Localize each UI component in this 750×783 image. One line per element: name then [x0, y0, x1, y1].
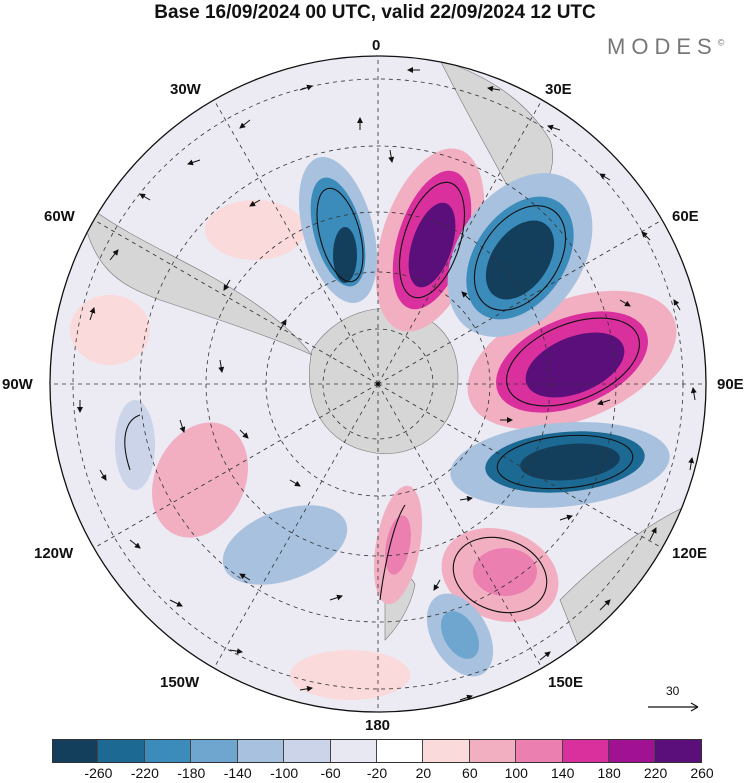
colorbar-tick-label: 140: [551, 765, 575, 781]
colorbar-tick-label: -180: [177, 765, 206, 781]
anomaly-positive: [408, 202, 456, 288]
colorbar-tick-label: 180: [597, 765, 621, 781]
colorbar-swatch: [98, 739, 145, 763]
anomaly-negative: [441, 611, 479, 659]
meridians: [50, 56, 706, 712]
lon-label-60e: 60E: [672, 208, 699, 225]
colorbar-tick-label: -60: [320, 765, 341, 781]
colorbar-swatch: [376, 739, 424, 763]
lon-label-90w: 90W: [2, 376, 33, 393]
colorbar-swatch: [237, 739, 285, 763]
colorbar-tick-label: 260: [690, 765, 714, 781]
map-boundary: [49, 55, 707, 713]
wind-vectors: [77, 67, 697, 701]
copyright-mark: ©: [717, 37, 725, 48]
south-pole-marker: [376, 382, 380, 386]
colorbar-tick-label: -140: [223, 765, 252, 781]
colorbar-swatch: [191, 739, 238, 763]
brand-text: MODES: [607, 34, 718, 59]
south-america-land: [79, 199, 313, 356]
antarctica-land: [309, 308, 459, 455]
colorbar-swatch: [144, 739, 192, 763]
lon-label-90e: 90E: [717, 376, 744, 393]
colorbar-swatch: [284, 739, 331, 763]
anomaly-negative: [485, 220, 555, 300]
anomaly-positive: [290, 650, 410, 700]
colorbar-swatch: [655, 739, 702, 763]
lon-label-30e: 30E: [545, 81, 572, 98]
chart-title: Base 16/09/2024 00 UTC, valid 22/09/2024…: [154, 2, 596, 23]
lon-label-60w: 60W: [44, 208, 75, 225]
lon-label-180: 180: [365, 717, 391, 734]
modes-logo: MODES©: [607, 34, 724, 60]
colorbar-swatch: [52, 739, 99, 763]
anomaly-negative: [333, 227, 357, 283]
anomaly-positive: [70, 295, 150, 365]
lon-label-30w: 30W: [170, 81, 201, 98]
anomaly-negative: [520, 443, 620, 481]
colorbar-swatch: [330, 739, 377, 763]
colorbar-tick-label: 220: [643, 765, 668, 781]
colorbar-tick-label: -20: [366, 765, 388, 781]
colorbar-tick-label: 20: [415, 765, 432, 781]
colorbar-tick-label: -260: [84, 765, 113, 781]
lon-label-150e: 150E: [548, 674, 584, 691]
colorbar-swatch: [516, 739, 563, 763]
colorbar-swatch: [609, 739, 656, 763]
colorbar-tick-label: -220: [130, 765, 159, 781]
reference-vector-value: 30: [666, 684, 680, 698]
contour-lines: [124, 181, 640, 614]
lon-label-0: 0: [372, 37, 381, 54]
anomaly-positive: [525, 332, 625, 398]
reference-vector-arrow: [648, 702, 699, 712]
anomaly-negative: [115, 400, 155, 490]
colorbar: [52, 739, 702, 763]
colorbar-tick-label: 100: [504, 765, 528, 781]
lon-label-120e: 120E: [672, 545, 708, 562]
colorbar-ticks: -260 -220 -180 -140 -100 -60 -20 20 60 100 140 180 2…: [0, 765, 750, 783]
colorbar-tick-label: -100: [270, 765, 299, 781]
colorbar-swatch: [469, 739, 517, 763]
anomaly-positive: [205, 200, 305, 260]
anomaly-positive: [151, 422, 249, 538]
lon-label-150w: 150W: [160, 674, 200, 691]
colorbar-swatch: [562, 739, 610, 763]
lon-label-120w: 120W: [34, 545, 74, 562]
colorbar-tick-label: 60: [462, 765, 478, 781]
anomaly-positive: [473, 548, 537, 596]
map-field: [50, 56, 706, 712]
colorbar-swatch: [423, 739, 470, 763]
anomaly-positive: [385, 515, 411, 575]
